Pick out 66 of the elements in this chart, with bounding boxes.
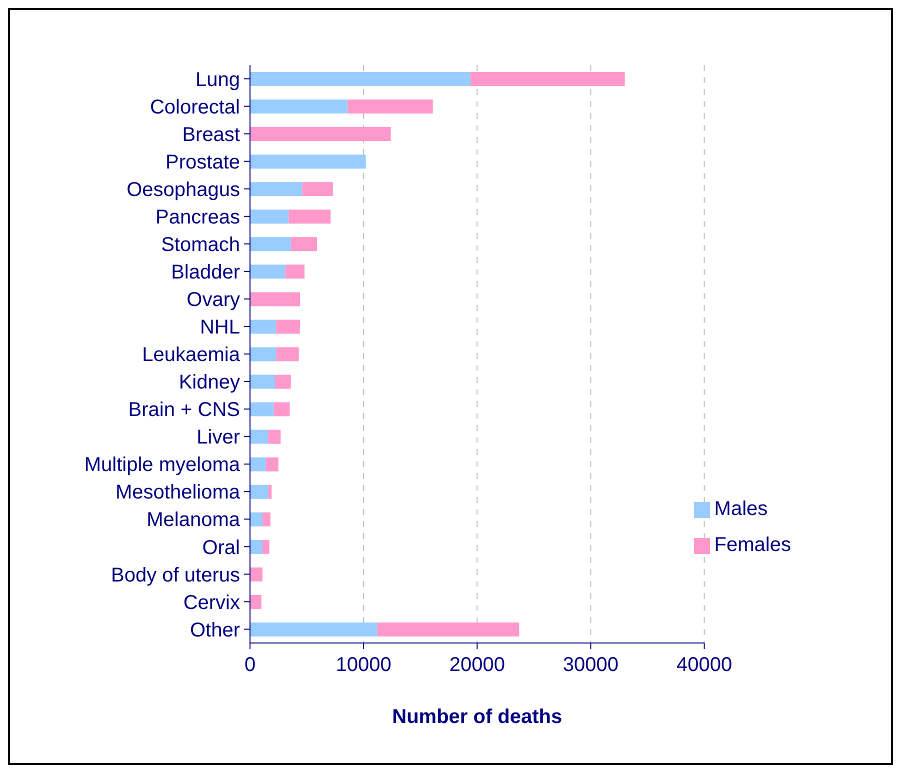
bar — [250, 374, 275, 389]
y-tick-label: Stomach — [161, 234, 240, 256]
bar — [250, 72, 470, 86]
bar — [274, 374, 291, 389]
y-tick-label: Oral — [202, 536, 240, 559]
bar — [276, 347, 299, 362]
bar — [377, 622, 520, 636]
y-tick-label: Melanoma — [146, 509, 241, 532]
y-tick-label: Oesophagus — [126, 178, 240, 201]
y-tick-label: Ovary — [186, 289, 240, 312]
bar — [250, 457, 266, 472]
x-tick-label: 40000 — [676, 654, 732, 676]
bar — [250, 540, 262, 554]
bar — [250, 402, 274, 416]
bar — [250, 237, 291, 252]
x-tick-label: 10000 — [336, 654, 392, 676]
bar — [274, 402, 290, 416]
x-tick-label: 20000 — [449, 654, 505, 676]
y-tick-label: Mesothelioma — [115, 482, 241, 504]
bar — [262, 540, 270, 554]
x-tick-label: 0 — [244, 654, 256, 676]
bar — [250, 430, 268, 444]
legend-label: Males — [714, 498, 768, 520]
y-tick-label: Bladder — [171, 262, 240, 284]
bar — [268, 430, 281, 444]
y-tick-label: Multiple myeloma — [84, 454, 241, 476]
bar — [250, 210, 289, 224]
bar — [250, 127, 391, 142]
y-tick-label: Lung — [196, 68, 240, 91]
bar — [250, 100, 348, 114]
y-tick-label: Breast — [182, 124, 240, 146]
y-tick-label: Pancreas — [156, 206, 240, 228]
bar — [268, 484, 272, 499]
bar — [288, 210, 331, 224]
y-tick-label: Liver — [196, 426, 240, 449]
x-tick-label: 30000 — [562, 654, 619, 676]
bar — [250, 154, 366, 169]
y-tick-label: Brain + CNS — [128, 399, 240, 422]
y-tick-label: Body of uterus — [111, 564, 240, 586]
bar — [250, 567, 262, 582]
bar — [262, 512, 270, 526]
bar — [250, 182, 302, 196]
x-axis-title: Number of deaths — [392, 706, 562, 728]
bar — [285, 264, 305, 279]
bar — [250, 512, 262, 526]
y-tick-label: Leukaemia — [142, 344, 241, 366]
bar — [250, 320, 276, 334]
bar — [250, 622, 378, 636]
bar — [250, 264, 286, 279]
bar — [250, 484, 268, 499]
bar — [266, 457, 278, 472]
y-tick-label: Cervix — [183, 592, 240, 614]
bar — [302, 182, 333, 196]
bar — [250, 594, 262, 609]
bar — [470, 72, 625, 86]
bar — [250, 347, 276, 362]
bar — [276, 320, 300, 334]
y-tick-label: Prostate — [166, 151, 240, 174]
y-tick-label: NHL — [200, 316, 240, 339]
legend-label: Females — [714, 534, 791, 556]
y-tick-label: Other — [190, 619, 240, 642]
bar — [348, 100, 433, 114]
y-tick-label: Colorectal — [150, 96, 240, 118]
y-tick-label: Kidney — [178, 372, 240, 394]
bar — [250, 292, 300, 306]
bar — [290, 237, 318, 252]
